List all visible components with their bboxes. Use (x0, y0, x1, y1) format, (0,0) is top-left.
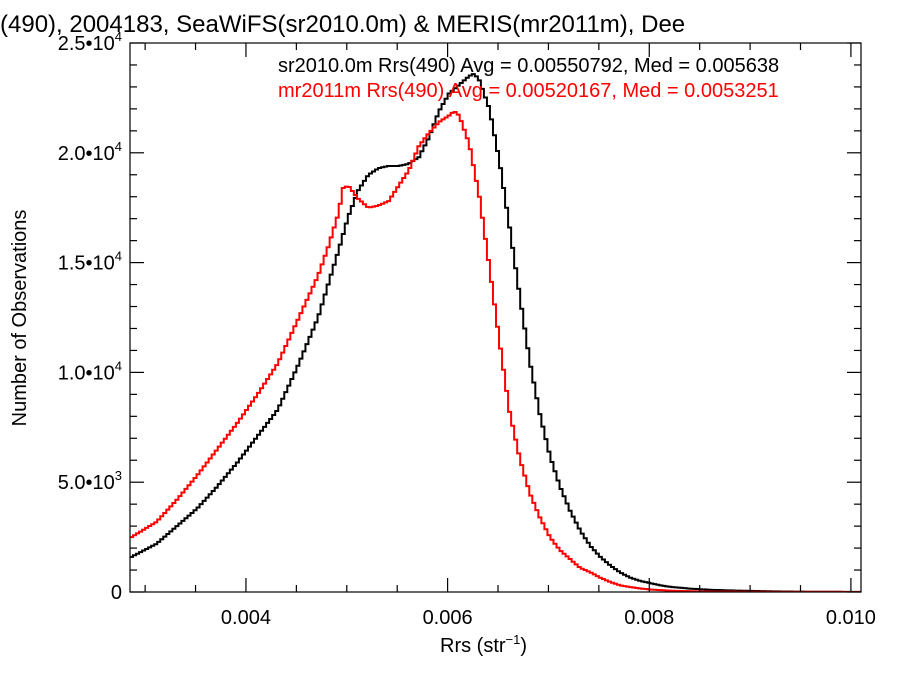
series-meris-line (130, 110, 861, 592)
x-tick-label: 0.006 (423, 607, 473, 629)
legend-annotation-meris: mr2011m Rrs(490) Avg = 0.00520167, Med =… (278, 80, 779, 102)
y-tick-label: 5.0•103 (58, 468, 122, 494)
y-tick-label: 2.5•104 (58, 29, 122, 55)
plot-frame (129, 42, 862, 593)
y-tick-label: 2.0•104 (58, 139, 122, 165)
chart-title: s(490), 2004183, SeaWiFS(sr2010.0m) & ME… (0, 11, 685, 38)
y-tick-label: 1.0•104 (58, 358, 122, 384)
x-tick-label: 0.010 (826, 607, 876, 629)
x-axis-label: Rrs (str−1) (440, 632, 527, 657)
legend-annotation-seawifs: sr2010.0m Rrs(490) Avg = 0.00550792, Med… (278, 55, 779, 77)
x-tick-label: 0.004 (221, 607, 271, 629)
series-seawifs-line (130, 73, 861, 592)
y-tick-label: 1.5•104 (58, 249, 122, 275)
y-tick-label: 0 (111, 582, 122, 604)
x-tick-label: 0.008 (624, 607, 674, 629)
y-axis-label: Number of Observations (9, 210, 31, 427)
